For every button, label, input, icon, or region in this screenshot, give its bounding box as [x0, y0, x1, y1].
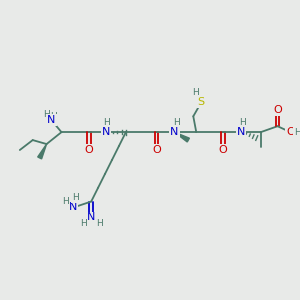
- Text: N: N: [170, 127, 178, 137]
- Text: N: N: [102, 127, 110, 137]
- Text: O: O: [152, 145, 161, 155]
- Text: O: O: [273, 105, 282, 115]
- Text: H: H: [192, 88, 199, 97]
- Text: O: O: [219, 145, 227, 155]
- Polygon shape: [175, 132, 189, 142]
- Text: H: H: [80, 219, 87, 228]
- Text: N: N: [237, 127, 245, 137]
- Text: H: H: [173, 118, 180, 127]
- Text: H: H: [294, 128, 300, 137]
- Text: O: O: [286, 127, 295, 137]
- Text: N: N: [69, 202, 77, 212]
- Text: N: N: [47, 115, 56, 125]
- Text: H: H: [72, 193, 79, 202]
- Text: N: N: [87, 212, 95, 222]
- Text: H: H: [43, 110, 50, 119]
- Polygon shape: [38, 144, 46, 159]
- Text: S: S: [198, 98, 205, 107]
- Text: H: H: [103, 118, 110, 127]
- Text: H: H: [50, 112, 57, 121]
- Text: O: O: [85, 145, 94, 155]
- Text: H: H: [62, 197, 69, 206]
- Text: H: H: [239, 118, 246, 127]
- Text: H: H: [96, 219, 103, 228]
